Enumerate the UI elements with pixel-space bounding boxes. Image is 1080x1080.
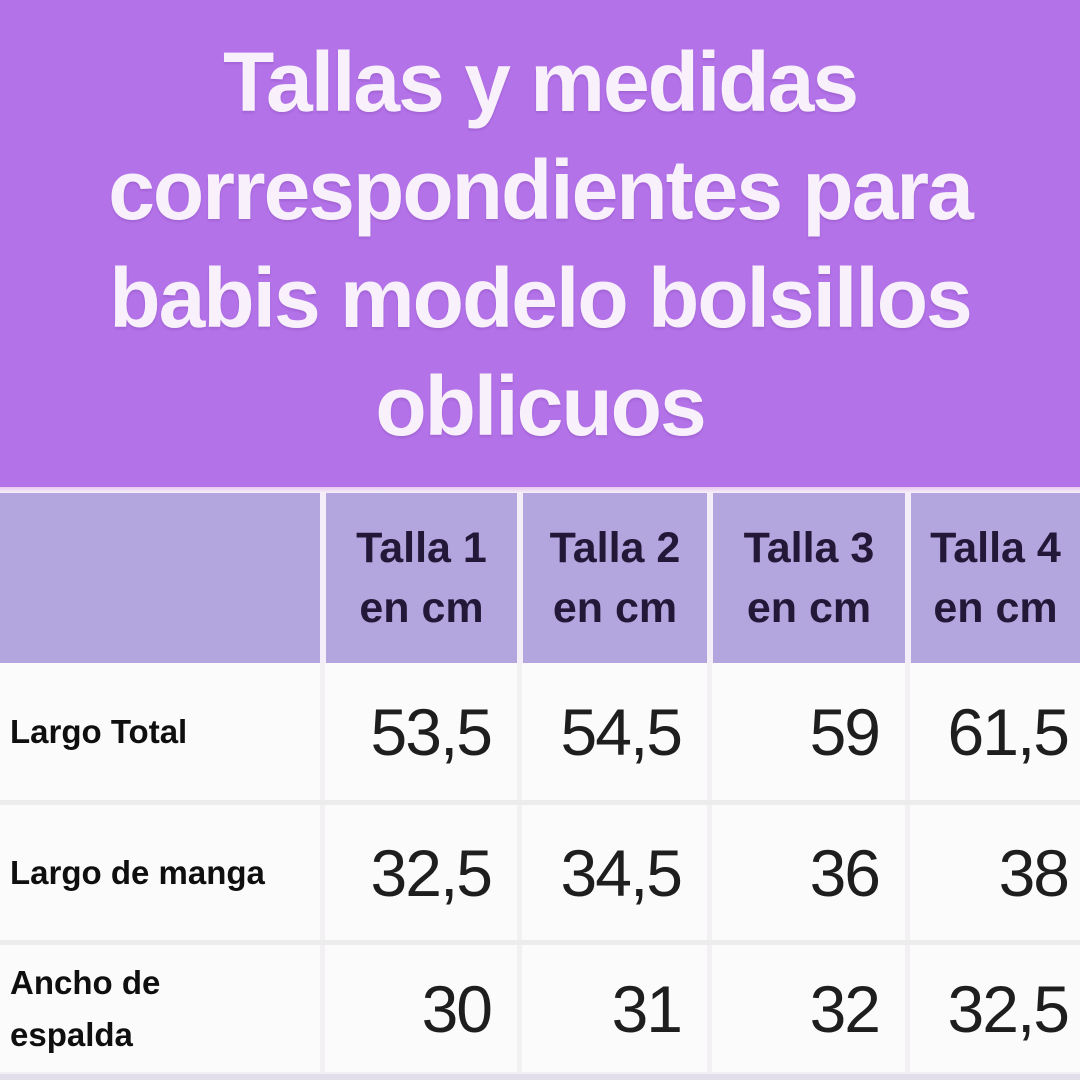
page-title-line-1: Tallas y medidas <box>222 34 859 129</box>
title-table-divider <box>0 487 1080 493</box>
corner-cell <box>0 493 320 663</box>
column-header-talla-3: Talla 3 en cm <box>707 493 905 663</box>
column-header-talla-1: Talla 1 en cm <box>320 493 517 663</box>
column-header-unit: en cm <box>552 584 678 632</box>
column-header-name: Talla 4 <box>930 524 1061 572</box>
cell-value: 59 <box>707 663 905 800</box>
cell-value: 53,5 <box>320 663 517 800</box>
size-table: Talla 1 en cm Talla 2 en cm Talla 3 en c… <box>0 493 1080 1080</box>
cell-value: 30 <box>320 945 517 1072</box>
table-header-row: Talla 1 en cm Talla 2 en cm Talla 3 en c… <box>0 493 1080 663</box>
page-title-line-2: correspondientes para <box>108 142 974 237</box>
title-banner: Tallas y medidas correspondientes para b… <box>0 0 1080 487</box>
row-label: Largo de manga <box>10 853 265 891</box>
column-header-unit: en cm <box>359 584 484 632</box>
row-label: Ancho de espalda <box>10 963 161 1053</box>
cell-value: 32 <box>707 945 905 1072</box>
cell-value: 61,5 <box>905 663 1080 800</box>
cell-value: 31 <box>517 945 707 1072</box>
column-header-talla-2: Talla 2 en cm <box>517 493 707 663</box>
table-row-ancho-de-espalda: Ancho de espalda 30 31 32 32,5 <box>0 940 1080 1072</box>
column-header-name: Talla 1 <box>356 524 487 572</box>
cell-value: 54,5 <box>517 663 707 800</box>
page-title-line-3: babis modelo bolsillos <box>109 250 972 345</box>
row-label: Largo Total <box>10 712 188 750</box>
page-title-line-4: oblicuos <box>375 358 706 453</box>
cell-value: 36 <box>707 805 905 940</box>
cell-value: 38 <box>905 805 1080 940</box>
bottom-edge-strip <box>0 1072 1080 1080</box>
column-header-name: Talla 3 <box>743 524 875 572</box>
table-row-largo-de-manga: Largo de manga 32,5 34,5 36 38 <box>0 800 1080 940</box>
cell-value: 32,5 <box>320 805 517 940</box>
column-header-name: Talla 2 <box>549 524 681 572</box>
column-header-unit: en cm <box>933 584 1058 632</box>
table-row-largo-total: Largo Total 53,5 54,5 59 61,5 <box>0 663 1080 800</box>
column-header-unit: en cm <box>746 584 872 632</box>
column-header-talla-4: Talla 4 en cm <box>905 493 1080 663</box>
cell-value: 32,5 <box>905 945 1080 1072</box>
cell-value: 34,5 <box>517 805 707 940</box>
